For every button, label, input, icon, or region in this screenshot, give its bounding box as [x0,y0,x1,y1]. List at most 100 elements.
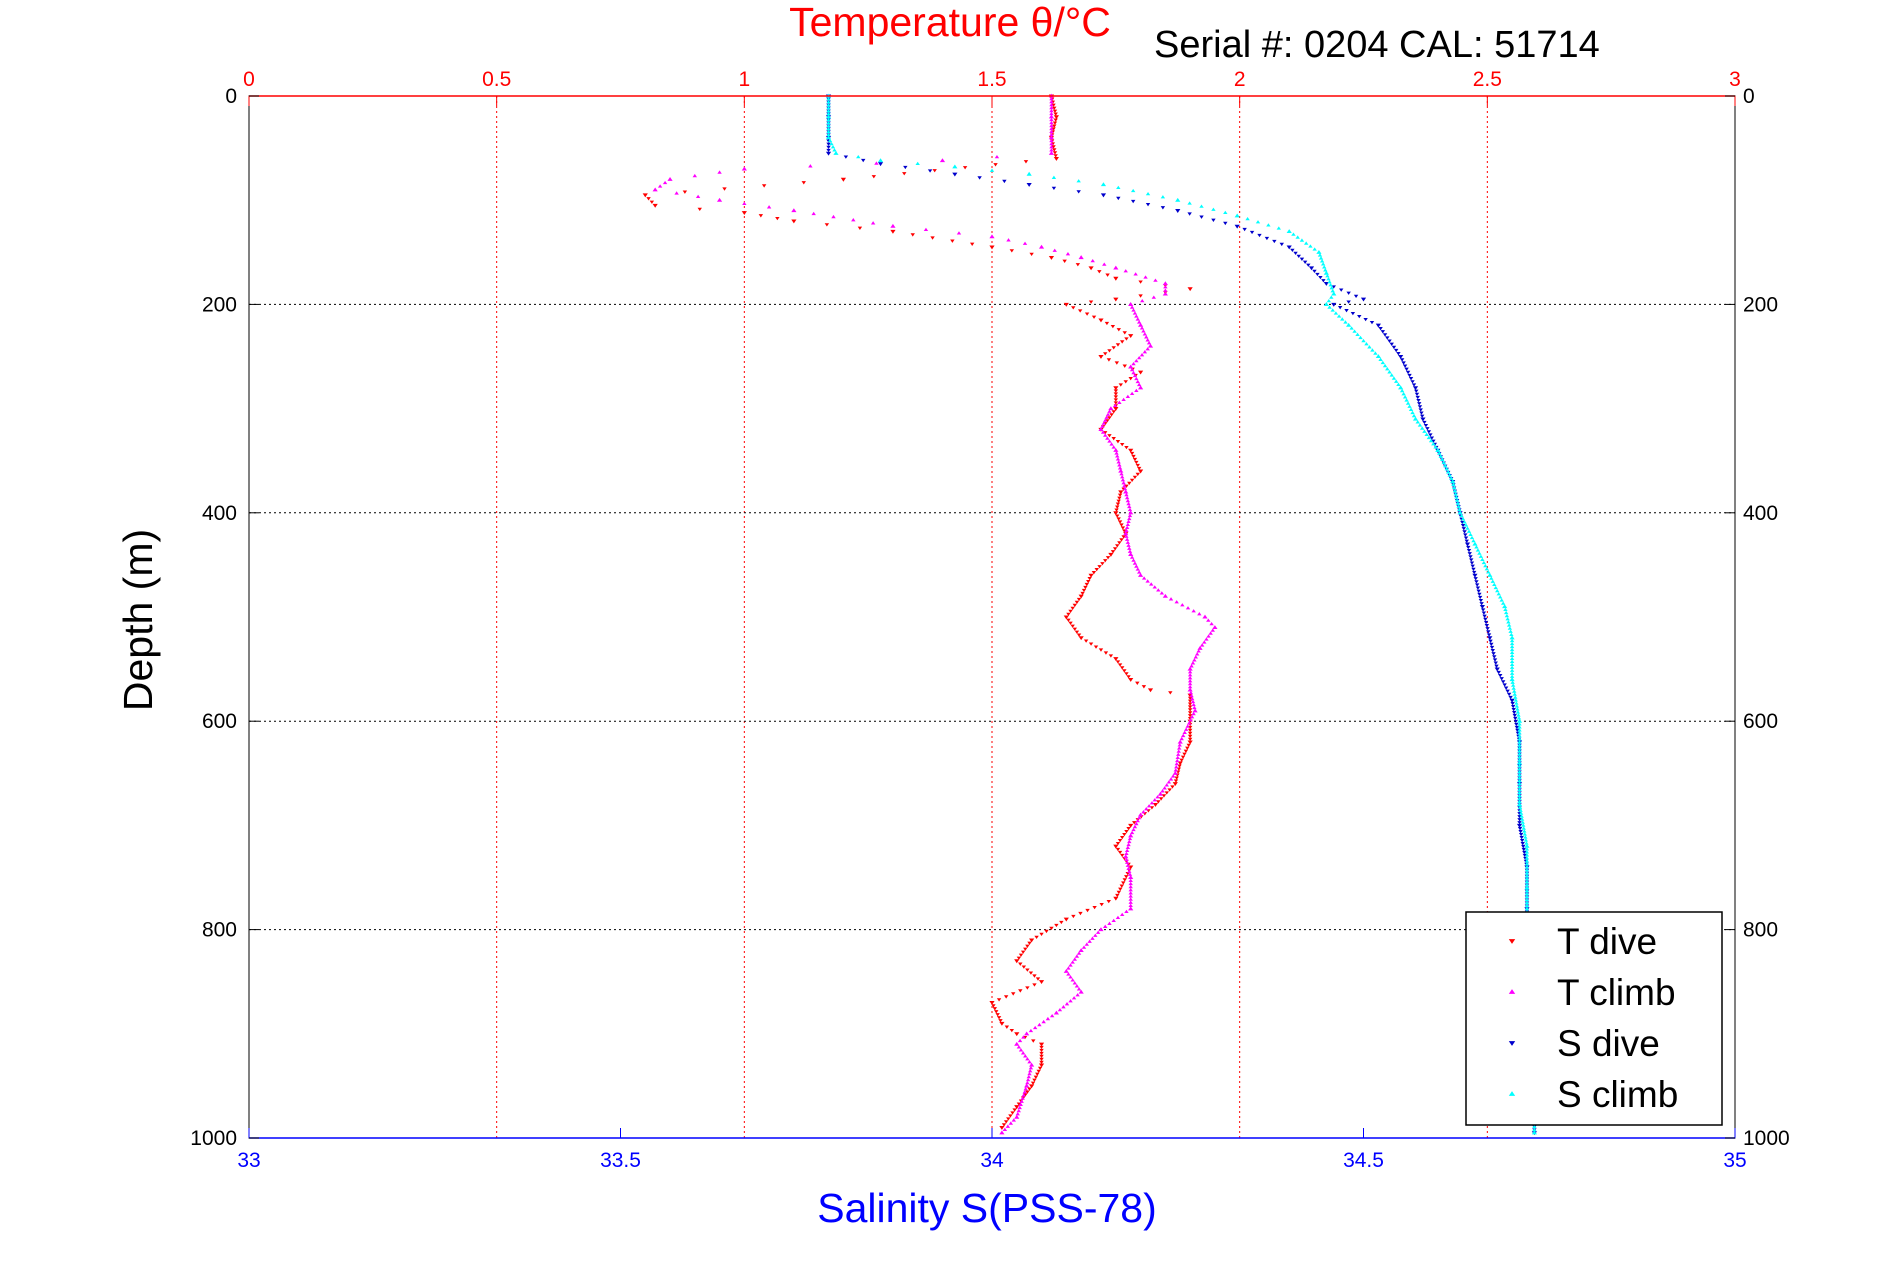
data-marker [1191,711,1196,716]
data-marker [1136,815,1142,820]
legend-label: S climb [1557,1074,1678,1115]
data-point [1113,276,1119,281]
data-marker [1133,272,1138,276]
data-point [1375,354,1381,359]
data-marker [1095,930,1101,934]
data-point [1128,364,1134,369]
data-marker [1066,966,1071,970]
data-marker [1391,345,1397,350]
data-point [1029,938,1035,943]
data-marker [1107,409,1112,413]
data-marker [1438,454,1443,458]
data-marker [1411,413,1417,418]
data-marker [1303,241,1309,245]
data-marker [1117,520,1123,524]
data-marker [1415,395,1420,400]
data-marker [993,163,998,167]
data-marker [1457,507,1462,511]
data-marker [1463,533,1468,537]
data-point [1162,593,1168,598]
data-point [1128,677,1134,682]
data-marker [1187,705,1193,709]
data-point [1502,604,1508,609]
data-marker [1126,543,1131,547]
data-marker [1081,588,1087,593]
data-marker [1189,664,1194,668]
data-point [1420,417,1426,422]
data-marker [1135,681,1140,685]
data-marker [1255,220,1261,224]
data-marker [1327,280,1332,284]
data-marker [1138,294,1143,298]
data-marker [1074,954,1080,958]
data-marker [1161,794,1167,798]
data-marker [1027,941,1032,945]
data-marker [1112,403,1118,407]
data-marker [1489,645,1495,650]
data-point [1234,224,1240,229]
data-marker [1508,629,1513,633]
data-marker [1498,674,1503,678]
data-marker [1370,348,1375,352]
data-marker [826,132,831,137]
data-point [1479,605,1485,609]
data-marker [1130,188,1136,193]
data-marker [1367,345,1372,349]
data-point [1175,197,1181,202]
data-marker [1127,516,1132,521]
data-marker [851,218,856,222]
data-marker [1489,576,1494,580]
data-point [667,177,673,181]
data-marker [1018,1048,1024,1052]
data-marker [1017,1105,1022,1110]
data-marker [1517,815,1522,819]
data-marker [1124,537,1130,541]
data-point [1123,489,1129,494]
data-marker [1135,463,1140,468]
data-marker [1185,724,1190,728]
data-marker [1049,99,1054,104]
data-point [1128,833,1134,838]
data-marker [1129,830,1135,835]
data-marker [1266,223,1271,227]
data-point [1138,385,1144,390]
data-point [1494,667,1500,672]
data-marker [1484,567,1490,571]
data-marker [1121,535,1126,539]
data-marker [1517,743,1522,747]
data-marker [1052,248,1057,252]
data-marker [1506,620,1511,624]
data-point [1323,270,1329,275]
data-marker [697,207,702,212]
data-marker [1052,121,1058,125]
data-marker [1417,423,1423,427]
data-marker [995,1013,1000,1017]
data-marker [1086,579,1091,584]
data-marker [1378,327,1383,331]
data-marker [1104,321,1110,326]
data-marker [1466,548,1472,553]
data-point [1014,959,1020,964]
data-marker [1021,1035,1026,1039]
data-marker [1373,351,1378,355]
data-marker [1028,1028,1034,1033]
data-marker [1415,420,1420,424]
data-marker [1296,254,1301,259]
data-marker [1142,350,1148,354]
data-marker [1106,899,1111,904]
data-marker [1136,466,1142,471]
data-marker [1410,410,1415,415]
data-marker [871,175,877,179]
data-point [1038,980,1045,985]
data-marker [1464,539,1469,543]
data-marker [1516,713,1521,717]
data-marker [1049,145,1054,149]
data-marker [927,169,933,173]
data-point [652,187,658,192]
data-marker [1414,389,1419,393]
data-marker [1117,463,1122,467]
data-point [1516,760,1523,765]
data-marker [1156,588,1161,592]
data-marker [1128,884,1133,889]
